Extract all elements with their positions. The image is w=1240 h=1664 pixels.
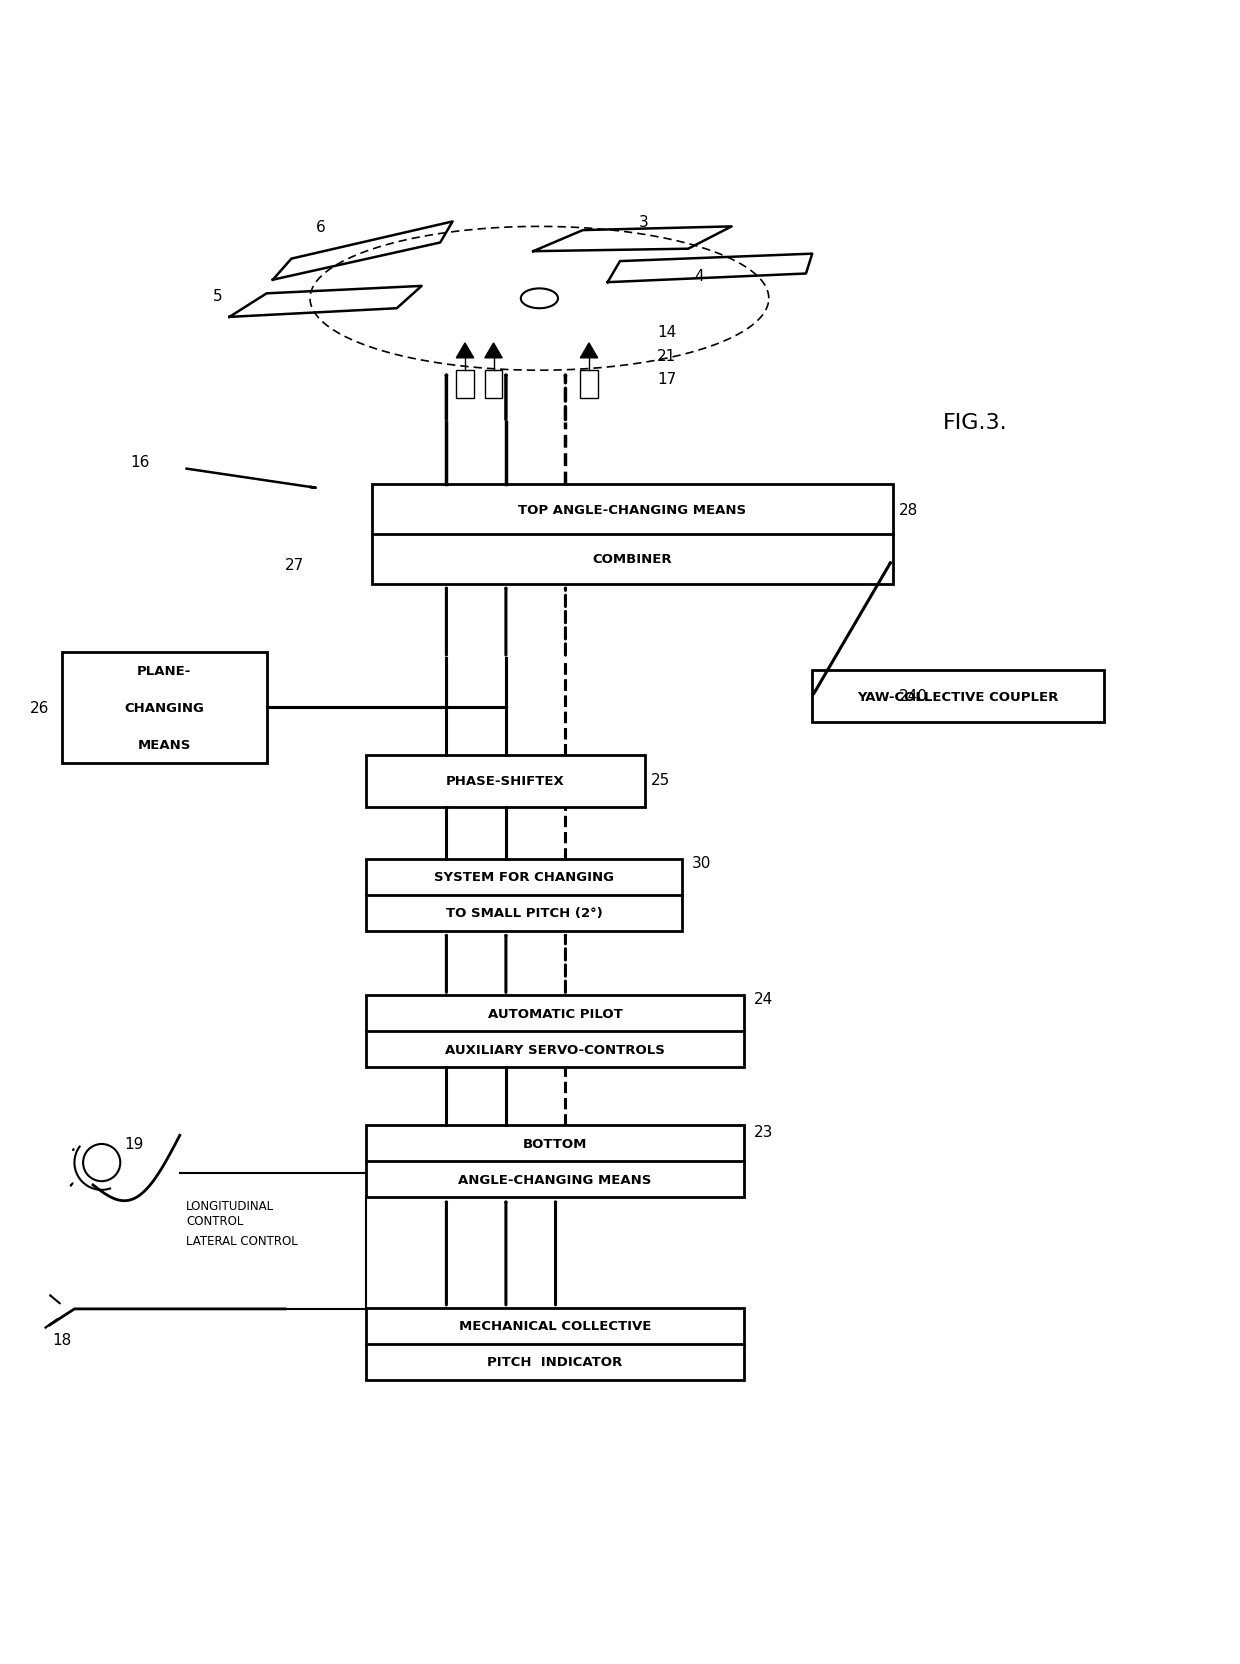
FancyBboxPatch shape — [366, 995, 744, 1068]
Polygon shape — [580, 344, 598, 359]
Text: 5: 5 — [213, 290, 223, 305]
Polygon shape — [608, 255, 812, 283]
FancyBboxPatch shape — [812, 671, 1104, 722]
Text: 30: 30 — [692, 855, 712, 870]
Text: 4: 4 — [694, 270, 704, 285]
Ellipse shape — [521, 290, 558, 310]
FancyBboxPatch shape — [366, 755, 645, 807]
FancyBboxPatch shape — [62, 652, 267, 764]
Bar — [456, 371, 474, 398]
Text: 23: 23 — [754, 1125, 774, 1140]
Polygon shape — [533, 228, 732, 251]
Text: PHASE-SHIFTEX: PHASE-SHIFTEX — [446, 775, 564, 787]
FancyBboxPatch shape — [366, 1127, 744, 1198]
Text: 19: 19 — [124, 1137, 144, 1151]
Text: TO SMALL PITCH (2°): TO SMALL PITCH (2°) — [445, 907, 603, 920]
Polygon shape — [229, 286, 422, 318]
Text: LONGITUDINAL: LONGITUDINAL — [186, 1200, 274, 1213]
Text: COMBINER: COMBINER — [593, 552, 672, 566]
Text: PLANE-: PLANE- — [138, 664, 191, 677]
Text: MEANS: MEANS — [138, 739, 191, 752]
Text: CHANGING: CHANGING — [124, 702, 205, 714]
Text: PITCH  INDICATOR: PITCH INDICATOR — [487, 1354, 622, 1368]
FancyBboxPatch shape — [366, 1308, 744, 1379]
Text: MECHANICAL COLLECTIVE: MECHANICAL COLLECTIVE — [459, 1320, 651, 1333]
Polygon shape — [273, 223, 453, 281]
Text: 25: 25 — [651, 772, 671, 787]
FancyBboxPatch shape — [366, 859, 682, 932]
Polygon shape — [485, 344, 502, 359]
Text: 21: 21 — [657, 349, 677, 364]
Text: 16: 16 — [130, 456, 150, 471]
Text: AUTOMATIC PILOT: AUTOMATIC PILOT — [487, 1007, 622, 1020]
Text: SYSTEM FOR CHANGING: SYSTEM FOR CHANGING — [434, 870, 614, 884]
Bar — [485, 371, 502, 398]
Text: BOTTOM: BOTTOM — [523, 1137, 587, 1150]
Text: FIG.3.: FIG.3. — [942, 413, 1007, 433]
Text: YAW-COLLECTIVE COUPLER: YAW-COLLECTIVE COUPLER — [857, 691, 1059, 704]
Text: 26: 26 — [30, 701, 50, 716]
Text: 18: 18 — [52, 1333, 72, 1348]
Text: 3: 3 — [639, 215, 649, 230]
FancyBboxPatch shape — [372, 484, 893, 584]
Text: 27: 27 — [285, 557, 305, 572]
Bar — [580, 371, 598, 398]
Text: CONTROL: CONTROL — [186, 1215, 243, 1228]
Text: 240: 240 — [899, 689, 928, 704]
Text: 24: 24 — [754, 992, 774, 1007]
Text: TOP ANGLE-CHANGING MEANS: TOP ANGLE-CHANGING MEANS — [518, 503, 746, 516]
Polygon shape — [456, 344, 474, 359]
Text: 17: 17 — [657, 373, 677, 388]
Text: 6: 6 — [316, 220, 326, 235]
Text: AUXILIARY SERVO-CONTROLS: AUXILIARY SERVO-CONTROLS — [445, 1043, 665, 1057]
Text: LATERAL CONTROL: LATERAL CONTROL — [186, 1235, 298, 1248]
Text: 28: 28 — [899, 503, 919, 518]
Text: ANGLE-CHANGING MEANS: ANGLE-CHANGING MEANS — [459, 1173, 651, 1186]
Text: 14: 14 — [657, 324, 677, 339]
